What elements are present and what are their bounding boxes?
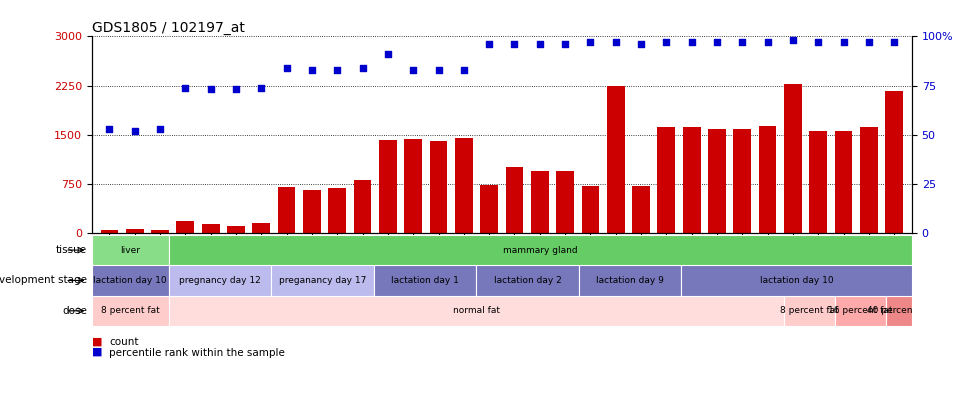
Bar <box>92 296 169 326</box>
Point <box>861 39 876 46</box>
Bar <box>278 187 295 233</box>
Bar <box>733 130 751 233</box>
Bar <box>404 139 422 233</box>
Point <box>279 65 294 71</box>
Bar <box>885 91 903 233</box>
Bar <box>531 171 549 233</box>
Text: preganancy day 17: preganancy day 17 <box>279 276 366 285</box>
Point <box>608 39 623 46</box>
Text: 8 percent fat: 8 percent fat <box>780 306 839 315</box>
Text: 40 percent fat: 40 percent fat <box>867 306 931 315</box>
Text: ■: ■ <box>92 346 102 356</box>
Point <box>786 37 801 44</box>
Bar <box>579 265 681 296</box>
Bar <box>758 126 777 233</box>
Text: GDS1805 / 102197_at: GDS1805 / 102197_at <box>92 21 244 35</box>
Text: lactation day 9: lactation day 9 <box>596 276 664 285</box>
Point <box>532 41 547 47</box>
Bar <box>125 229 144 233</box>
Bar <box>708 129 726 233</box>
Text: mammary gland: mammary gland <box>503 245 578 255</box>
Bar <box>92 265 169 296</box>
Bar <box>253 223 270 233</box>
Text: lactation day 10: lactation day 10 <box>759 276 834 285</box>
Bar <box>152 230 169 233</box>
Point <box>380 51 396 58</box>
Text: 16 percent fat: 16 percent fat <box>828 306 893 315</box>
Text: 8 percent fat: 8 percent fat <box>100 306 159 315</box>
Bar <box>429 141 448 233</box>
Point <box>759 39 775 46</box>
Bar <box>481 185 498 233</box>
Point <box>101 126 117 132</box>
Bar <box>92 235 169 265</box>
Bar <box>582 186 599 233</box>
Bar <box>556 171 574 233</box>
Point <box>405 66 421 73</box>
Bar <box>683 128 701 233</box>
Text: lactation day 10: lactation day 10 <box>94 276 167 285</box>
Point <box>684 39 700 46</box>
Point <box>507 41 522 47</box>
Text: development stage: development stage <box>0 275 87 286</box>
Bar <box>657 128 676 233</box>
Point <box>836 39 851 46</box>
Point <box>558 41 573 47</box>
Point <box>329 66 345 73</box>
Bar <box>835 131 852 233</box>
Point <box>482 41 497 47</box>
Bar <box>860 127 878 233</box>
Bar <box>379 140 397 233</box>
Bar <box>506 167 523 233</box>
Text: dose: dose <box>62 306 87 316</box>
Bar <box>328 188 346 233</box>
Text: liver: liver <box>120 245 140 255</box>
Bar <box>177 221 194 233</box>
Point <box>887 39 902 46</box>
Bar <box>169 296 784 326</box>
Point <box>709 39 725 46</box>
Bar <box>476 265 579 296</box>
Bar <box>100 230 119 233</box>
Text: lactation day 1: lactation day 1 <box>391 276 458 285</box>
Bar <box>681 265 912 296</box>
Text: percentile rank within the sample: percentile rank within the sample <box>109 347 285 358</box>
Bar <box>354 180 372 233</box>
Point <box>583 39 598 46</box>
Point <box>127 128 143 134</box>
Point <box>229 86 244 93</box>
Point <box>304 66 319 73</box>
Point <box>178 84 193 91</box>
Bar <box>784 296 835 326</box>
Bar <box>303 190 320 233</box>
Bar <box>202 224 219 233</box>
Bar <box>227 226 245 233</box>
Text: pregnancy day 12: pregnancy day 12 <box>179 276 261 285</box>
Bar <box>373 265 476 296</box>
Point <box>355 65 371 71</box>
Point <box>254 84 269 91</box>
Bar <box>886 296 912 326</box>
Point <box>633 41 648 47</box>
Point <box>734 39 750 46</box>
Bar <box>835 296 886 326</box>
Text: tissue: tissue <box>56 245 87 255</box>
Text: lactation day 2: lactation day 2 <box>493 276 562 285</box>
Point <box>456 66 472 73</box>
Bar <box>785 83 802 233</box>
Point <box>811 39 826 46</box>
Bar <box>455 138 473 233</box>
Point <box>152 126 168 132</box>
Bar <box>607 85 624 233</box>
Text: normal fat: normal fat <box>453 306 500 315</box>
Bar <box>169 265 271 296</box>
Bar <box>810 131 827 233</box>
Point <box>659 39 675 46</box>
Point <box>430 66 446 73</box>
Text: ■: ■ <box>92 336 102 346</box>
Bar <box>271 265 373 296</box>
Text: count: count <box>109 337 139 347</box>
Bar <box>632 186 649 233</box>
Point <box>203 86 218 93</box>
